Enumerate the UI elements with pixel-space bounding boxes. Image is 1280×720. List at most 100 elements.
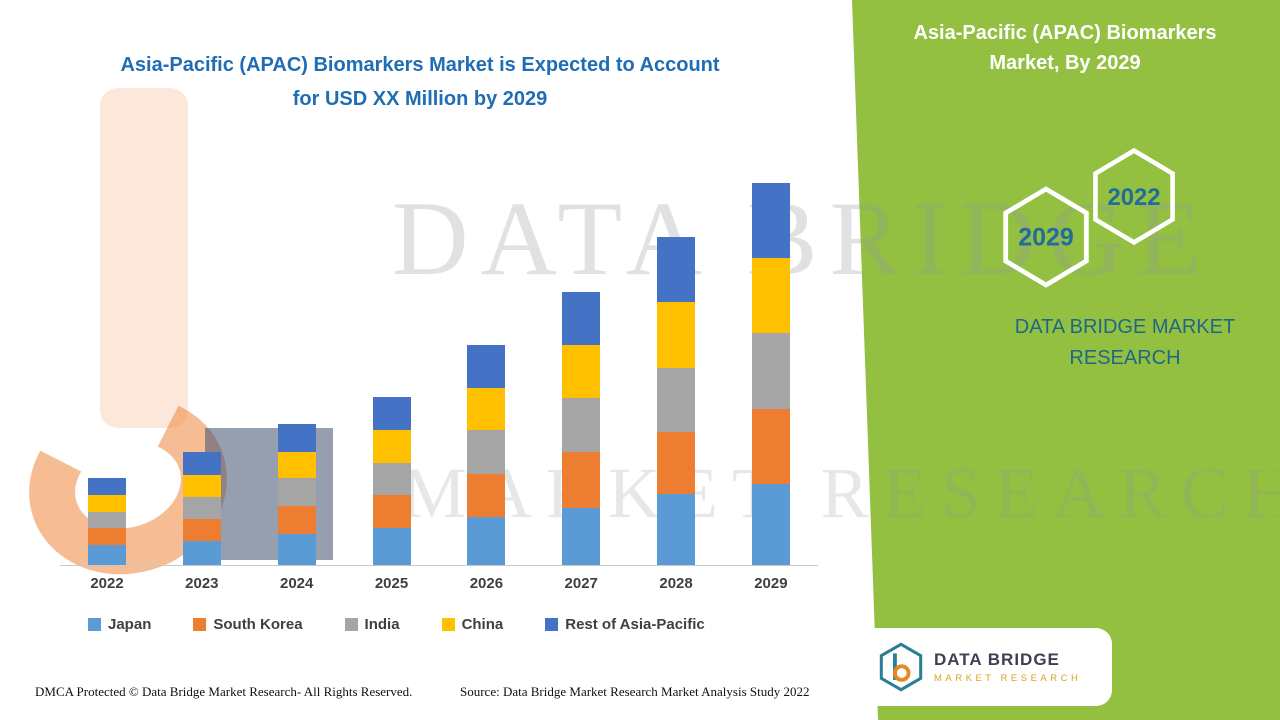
bar-2022 [88,478,126,565]
panel-brand-line2: RESEARCH [1069,347,1181,369]
bar-column-2027 [534,292,628,565]
segment-2024-south-korea [277,506,316,534]
bar-column-2025 [345,397,439,565]
watermark-logo-stem [100,88,188,428]
segment-2025-south-korea [372,495,411,528]
segment-2023-india [182,497,221,519]
legend-label-india: India [364,616,400,633]
hexagon-2029: 2029 [998,184,1094,290]
panel-brand-line1: DATA BRIDGE MARKET [1014,316,1236,338]
legend-swatch-south-korea [193,618,207,631]
x-axis-label-2029: 2029 [754,575,788,592]
segment-2024-china [277,452,316,478]
bar-2023 [182,452,221,565]
segment-2027-japan [562,508,601,565]
bar-column-2029 [724,183,818,565]
dmca-notice: DMCA Protected © Data Bridge Market Rese… [35,684,413,699]
legend-swatch-india [344,618,358,631]
x-axis-label-2022: 2022 [90,575,124,592]
segment-2023-japan [182,541,221,565]
segment-2026-china [467,388,506,430]
data-bridge-logo-icon [879,642,923,692]
legend-label-rest-of-asia-pacific: Rest of Asia-Pacific [565,616,705,633]
hexagon-2022-label: 2022 [1107,184,1160,211]
panel-title: Asia-Pacific (APAC) Biomarkers Market, B… [900,18,1230,78]
segment-2027-india [562,398,601,452]
legend-swatch-japan [88,618,101,631]
bar-column-2022 [60,478,154,565]
segment-2022-rest-of-asia-pacific [88,478,126,495]
segment-2028-china [657,302,696,368]
segment-2029-japan [751,484,790,565]
segment-2027-china [562,345,601,398]
bar-column-2028 [629,237,723,565]
bar-2026 [467,345,506,565]
source-note: Source: Data Bridge Market Research Mark… [460,684,810,699]
segment-2024-rest-of-asia-pacific [277,424,316,452]
segment-2025-japan [372,528,411,565]
bar-column-2026 [439,345,533,565]
legend-label-china: China [461,616,504,633]
chart-title-line1: Asia-Pacific (APAC) Biomarkers Market is… [120,54,720,76]
segment-2023-rest-of-asia-pacific [182,452,221,475]
x-axis-labels: 2022 2023 2024 2025 2026 2027 2028 2029 [60,575,818,592]
legend-swatch-rest-of-asia-pacific [545,618,559,631]
panel-title-line2: Market, By 2029 [989,52,1141,74]
segment-2029-india [751,333,790,409]
segment-2025-rest-of-asia-pacific [372,397,411,430]
segment-2022-india [88,512,126,528]
segment-2024-japan [277,534,316,565]
segment-2028-south-korea [657,432,696,494]
segment-2025-china [372,430,411,463]
segment-2022-south-korea [88,528,126,545]
segment-2029-china [751,258,790,333]
bar-2024 [277,424,316,565]
segment-2022-china [88,495,126,512]
bar-2027 [562,292,601,565]
segment-2026-japan [467,517,506,565]
chart-title-line2: for USD XX Million by 2029 [292,88,548,110]
segment-2027-south-korea [562,452,601,508]
panel-title-line1: Asia-Pacific (APAC) Biomarkers [913,22,1217,44]
x-axis-label-2027: 2027 [564,575,598,592]
logo-sub-name: MARKET RESEARCH [934,673,1082,684]
segment-2026-india [467,430,506,474]
hexagon-2022: 2022 [1088,146,1180,247]
segment-2028-japan [657,494,696,565]
segment-2027-rest-of-asia-pacific [562,292,601,345]
segment-2022-japan [88,545,126,565]
segment-2026-rest-of-asia-pacific [467,345,506,388]
x-axis-label-2028: 2028 [659,575,693,592]
segment-2028-rest-of-asia-pacific [657,237,696,302]
legend-swatch-china [441,618,455,631]
hexagon-2029-outline [1003,186,1089,288]
segment-2025-india [372,463,411,495]
x-axis-label-2023: 2023 [185,575,219,592]
legend-item-india: India [344,616,400,633]
legend-item-japan: Japan [88,616,151,633]
legend-label-japan: Japan [108,616,152,633]
segment-2029-south-korea [751,409,790,484]
x-axis-label-2024: 2024 [280,575,314,592]
bar-2028 [657,237,696,565]
segment-2023-china [182,475,221,497]
bar-column-2023 [155,452,249,565]
watermark-text-market-research: MARKET RESEARCH [402,453,1280,533]
legend-item-south-korea: South Korea [193,616,303,633]
stacked-bar-chart: 2022 2023 2024 2025 2026 2027 2028 2029 [60,183,818,592]
chart-legend: Japan South Korea India China Rest of Asia-P… [88,616,705,633]
logo-brand-name: DATA BRIDGE [934,650,1060,669]
segment-2024-india [277,478,316,506]
chart-title: Asia-Pacific (APAC) Biomarkers Market is… [70,48,770,116]
segment-2023-south-korea [182,519,221,541]
x-axis-label-2025: 2025 [374,575,409,592]
panel-brand-text: DATA BRIDGE MARKET RESEARCH [985,312,1265,374]
legend-label-south-korea: South Korea [213,616,303,633]
hexagon-2022-outline [1093,147,1175,246]
segment-2026-south-korea [467,474,506,517]
x-axis-label-2026: 2026 [469,575,504,592]
bar-2025 [372,397,411,565]
legend-item-rest-of-asia-pacific: Rest of Asia-Pacific [545,616,705,633]
